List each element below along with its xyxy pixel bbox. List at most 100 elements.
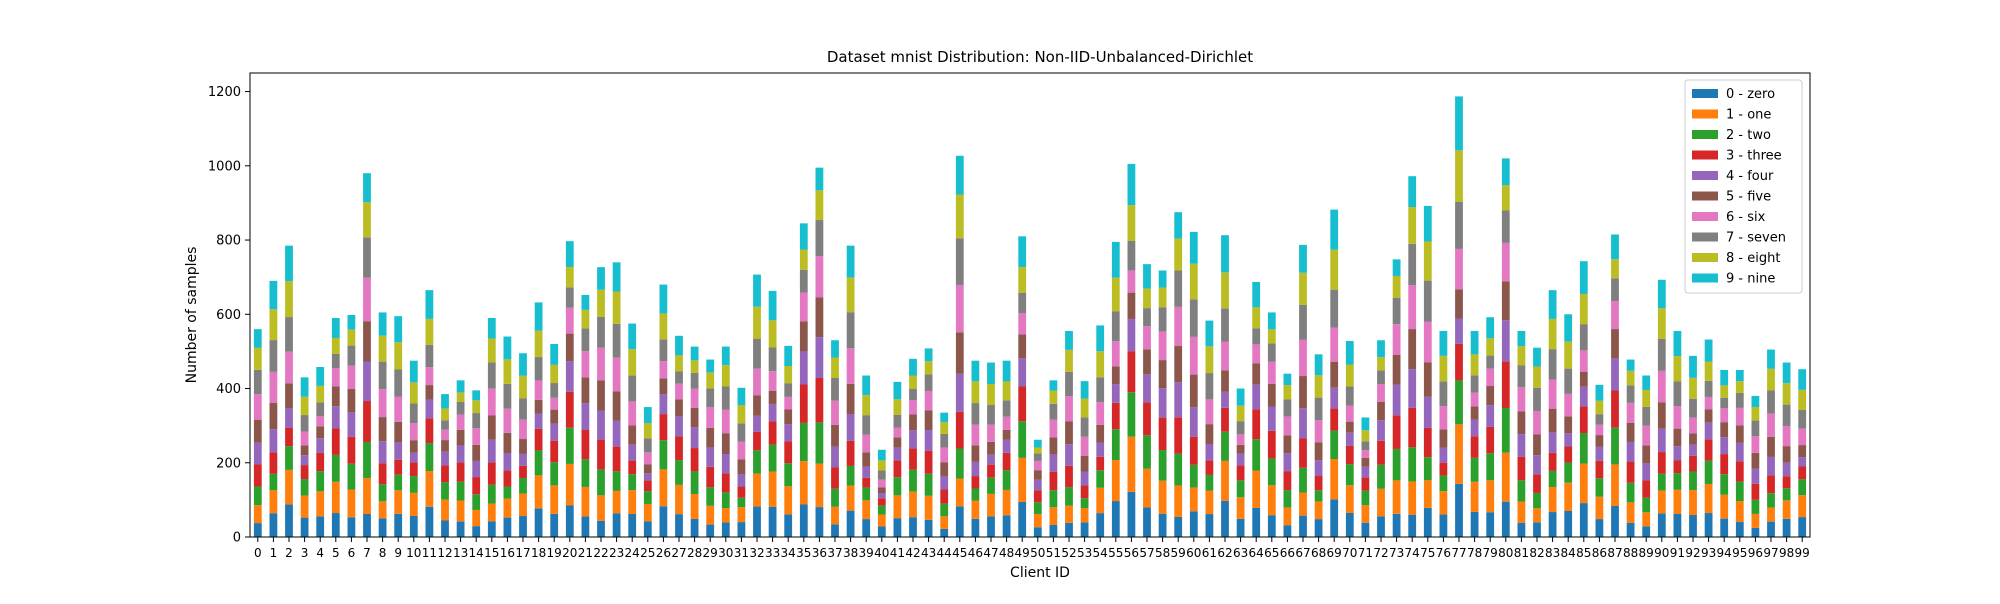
bar-segment-client-48-3-three <box>1002 452 1011 471</box>
bar-segment-client-3-8-eight <box>300 396 309 416</box>
bar-segment-client-15-0-zero <box>487 521 496 537</box>
bar-segment-client-70-7-seven <box>1345 386 1354 406</box>
bar-segment-client-85-6-six <box>1579 350 1588 372</box>
bar-segment-client-75-0-zero <box>1423 507 1432 537</box>
x-tick-label-53: 53 <box>1077 546 1092 560</box>
bar-segment-client-18-8-eight <box>534 330 543 358</box>
bar-segment-client-77-2-two <box>1455 380 1463 425</box>
bar-segment-client-25-8-eight <box>643 423 652 439</box>
bar-segment-client-62-0-zero <box>1221 500 1229 537</box>
bar-segment-client-54-6-six <box>1096 402 1105 425</box>
bar-segment-client-11-6-six <box>425 367 434 386</box>
bar-segment-client-69-4-four <box>1330 387 1339 409</box>
bar-segment-client-34-9-nine <box>784 345 793 366</box>
bar-segment-client-54-7-seven <box>1096 377 1105 403</box>
bar-segment-client-79-9-nine <box>1486 317 1495 339</box>
bar-segment-client-25-9-nine <box>643 407 652 424</box>
bar-segment-client-28-3-three <box>690 448 699 472</box>
y-tick-label-400: 400 <box>216 382 241 397</box>
bar-segment-client-63-5-five <box>1236 444 1245 454</box>
bar-segment-client-48-9-nine <box>1002 360 1011 382</box>
bar-segment-client-71-2-two <box>1361 490 1370 506</box>
bar-segment-client-8-3-three <box>378 463 387 485</box>
bar-segment-client-16-2-two <box>503 486 512 499</box>
bar-segment-client-86-4-four <box>1595 446 1604 461</box>
x-tick-label-0: 0 <box>254 546 262 560</box>
bar-segment-client-28-9-nine <box>690 346 699 361</box>
bar-segment-client-20-8-eight <box>565 266 574 288</box>
x-tick-label-58: 58 <box>1155 546 1170 560</box>
bar-segment-client-47-9-nine <box>987 362 995 384</box>
bar-segment-client-67-0-zero <box>1299 515 1307 537</box>
bar-segment-client-93-2-two <box>1704 460 1713 484</box>
bar-segment-client-80-9-nine <box>1501 158 1510 186</box>
plot-frame <box>249 72 1811 538</box>
x-tick-label-77: 77 <box>1451 546 1466 560</box>
bar-segment-client-55-8-eight <box>1111 277 1120 312</box>
bar-segment-client-74-6-six <box>1408 285 1417 330</box>
bar-segment-client-70-4-four <box>1345 432 1354 446</box>
bar-segment-client-71-5-five <box>1361 457 1370 467</box>
bar-segment-client-68-8-eight <box>1314 375 1323 398</box>
bar-segment-client-12-9-nine <box>441 394 449 409</box>
bar-segment-client-34-4-four <box>784 424 793 442</box>
bar-segment-client-46-2-two <box>971 488 980 501</box>
bar-segment-client-13-6-six <box>456 414 465 430</box>
bar-segment-client-29-2-two <box>706 487 715 506</box>
bar-segment-client-24-6-six <box>628 401 637 426</box>
bar-segment-client-78-2-two <box>1470 457 1479 482</box>
y-tick-label-200: 200 <box>216 456 241 471</box>
bar-segment-client-51-5-five <box>1049 437 1058 455</box>
chart-title: Dataset mnist Distribution: Non-IID-Unba… <box>827 48 1253 66</box>
bar-segment-client-25-6-six <box>643 452 652 465</box>
bar-segment-client-52-8-eight <box>1065 349 1073 372</box>
bar-segment-client-3-5-five <box>300 445 309 456</box>
bar-segment-client-42-8-eight <box>909 375 917 389</box>
bar-segment-client-67-4-four <box>1299 408 1307 439</box>
bar-segment-client-34-1-one <box>784 486 793 515</box>
x-tick-label-61: 61 <box>1202 546 1217 560</box>
legend-label-0: 0 - zero <box>1726 87 1775 102</box>
bar-segment-client-97-9-nine <box>1767 349 1775 369</box>
bar-segment-client-87-1-one <box>1611 464 1619 507</box>
bar-segment-client-24-0-zero <box>628 513 637 537</box>
bar-segment-client-70-1-one <box>1345 485 1354 513</box>
bar-segment-client-86-7-seven <box>1595 414 1604 425</box>
bar-segment-client-35-7-seven <box>799 269 808 293</box>
x-tick-label-57: 57 <box>1139 546 1154 560</box>
bar-segment-client-82-8-eight <box>1533 366 1541 388</box>
x-tick-label-33: 33 <box>765 546 780 560</box>
x-tick-label-23: 23 <box>609 546 624 560</box>
bar-segment-client-22-9-nine <box>597 267 605 290</box>
bar-segment-client-7-5-five <box>363 321 371 362</box>
bar-segment-client-70-2-two <box>1345 464 1354 486</box>
bar-segment-client-36-0-zero <box>815 507 824 537</box>
bar-segment-client-78-0-zero <box>1470 511 1479 537</box>
bar-segment-client-16-5-five <box>503 432 512 454</box>
bar-segment-client-80-3-three <box>1501 361 1510 408</box>
bar-segment-client-13-1-one <box>456 500 465 522</box>
x-tick-label-37: 37 <box>827 546 842 560</box>
bar-segment-client-18-9-nine <box>534 302 543 331</box>
bar-segment-client-11-4-four <box>425 399 434 419</box>
bar-segment-client-67-7-seven <box>1299 304 1307 340</box>
bar-segment-client-60-8-eight <box>1189 263 1198 300</box>
bar-segment-client-59-0-zero <box>1174 516 1183 537</box>
bar-segment-client-73-5-five <box>1392 354 1401 385</box>
bar-segment-client-79-2-two <box>1486 453 1495 481</box>
bar-segment-client-90-8-eight <box>1657 308 1666 339</box>
bar-segment-client-5-6-six <box>331 368 340 387</box>
bar-segment-client-94-6-six <box>1720 408 1729 423</box>
x-tick-label-6: 6 <box>348 546 356 560</box>
bar-segment-client-92-5-five <box>1689 433 1697 445</box>
bar-segment-client-25-7-seven <box>643 438 652 453</box>
bar-segment-client-15-9-nine <box>487 317 496 339</box>
bar-segment-client-41-5-five <box>893 437 902 448</box>
bar-segment-client-49-8-eight <box>1018 267 1027 293</box>
bar-segment-client-36-8-eight <box>815 190 824 221</box>
bar-segment-client-66-8-eight <box>1283 385 1292 400</box>
bar-segment-client-23-2-two <box>612 471 621 491</box>
x-tick-label-83: 83 <box>1545 546 1560 560</box>
bar-segment-client-57-9-nine <box>1143 264 1151 289</box>
bar-segment-client-85-9-nine <box>1579 261 1588 294</box>
